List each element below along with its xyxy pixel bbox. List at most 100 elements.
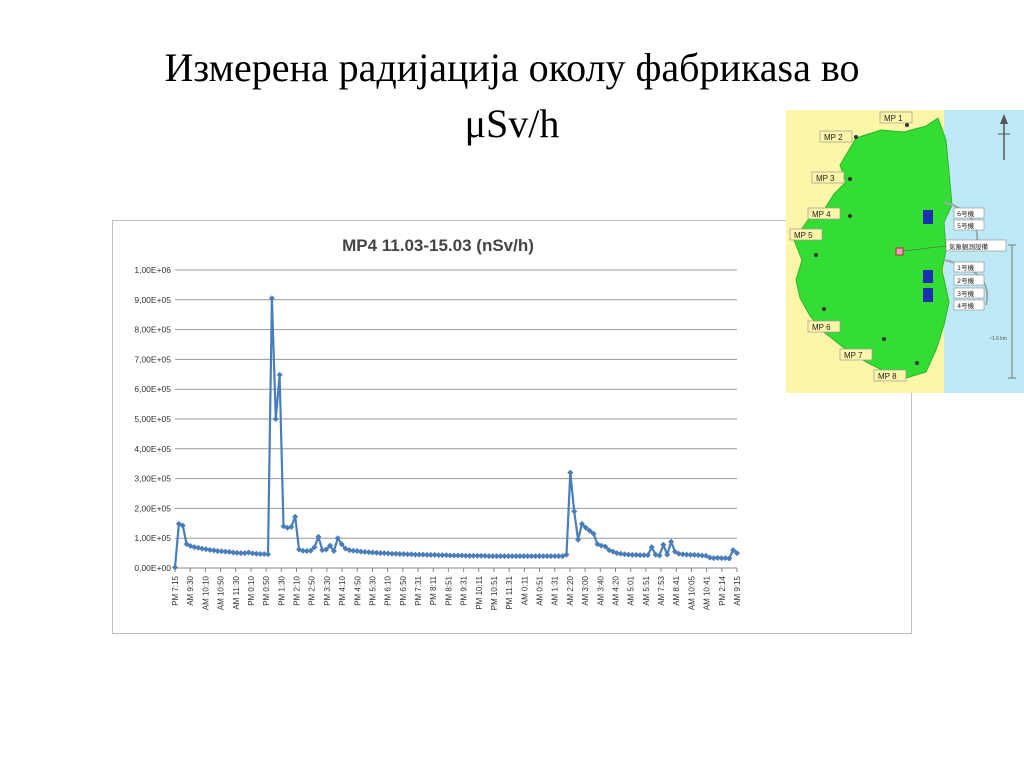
x-tick-label: PM 6:50 (399, 575, 408, 605)
y-axis-ticks: 0,00E+00 1,00E+05 2,00E+05 3,00E+05 4,00E+05… (134, 265, 171, 573)
mp7-label: MP 7 (844, 351, 863, 360)
data-point (489, 553, 496, 560)
data-point (524, 553, 531, 560)
data-point (249, 550, 256, 557)
data-point (226, 548, 233, 555)
unit-5-label: 5号機 (957, 221, 975, 230)
y-tick-label: 9,00E+05 (134, 295, 171, 305)
data-point (625, 551, 632, 558)
x-tick-label: PM 7:31 (414, 575, 423, 605)
x-tick-label: PM 2:14 (718, 575, 727, 605)
data-point (505, 553, 512, 560)
unit-4-label-box: 4号機 (953, 299, 985, 311)
data-point (679, 551, 686, 558)
data-point (644, 552, 651, 559)
data-point (509, 553, 516, 560)
data-point (358, 548, 365, 555)
station-label-box: 気象観測設備 (945, 239, 1007, 252)
data-point (730, 547, 737, 554)
data-point (276, 371, 283, 378)
data-point (443, 552, 450, 559)
weather-station-label: 気象観測設備 (949, 242, 989, 251)
x-tick-label: PM 0:50 (262, 575, 271, 605)
data-point (462, 552, 469, 559)
data-point (451, 552, 458, 559)
data-point (594, 541, 601, 548)
chart-title: MP4 11.03-15.03 (nSv/h) (342, 236, 534, 255)
data-point (191, 544, 198, 551)
data-point (222, 548, 229, 555)
y-tick-label: 3,00E+05 (134, 474, 171, 484)
mp1-marker: MP 1 (879, 111, 913, 127)
x-tick-label: PM 4:50 (353, 575, 362, 605)
data-point (338, 541, 345, 548)
data-point (513, 553, 520, 560)
x-tick-label: PM 9:31 (460, 575, 469, 605)
weather-station-marker (895, 247, 904, 256)
data-point (544, 553, 551, 560)
data-point (664, 551, 671, 558)
data-point (381, 550, 388, 557)
x-tick-label: AM 0:11 (520, 575, 529, 605)
unit-6-label-box: 6号機 (953, 207, 985, 219)
unit-6-label: 6号機 (957, 209, 975, 218)
x-tick-label: AM 1:31 (551, 575, 560, 605)
slide-title-line-1: Измерена радијација околу фабрикаѕа во (164, 45, 860, 90)
mp8-marker: MP 8 (873, 361, 919, 382)
x-tick-label: AM 9:30 (186, 575, 195, 605)
sea-area (944, 110, 1024, 393)
data-point (555, 553, 562, 560)
unit-3-label-box: 3号機 (953, 287, 985, 299)
data-point (532, 553, 539, 560)
mp4-label: MP 4 (812, 210, 831, 219)
unit-5-label-box: 5号機 (953, 219, 985, 231)
data-point (536, 553, 543, 560)
mp7-marker: MP 7 (839, 337, 886, 361)
data-point (571, 508, 578, 515)
x-tick-label: AM 5:51 (642, 575, 651, 605)
slide-title: Измерена радијација околу фабрикаѕа во μ… (0, 40, 1024, 152)
data-point (245, 549, 252, 556)
data-point (400, 550, 407, 557)
data-point (268, 295, 275, 302)
unit-1-label: 1号機 (957, 263, 975, 272)
x-tick-label: PM 4:10 (338, 575, 347, 605)
x-tick-label: PM 11:31 (505, 575, 514, 609)
data-point (695, 552, 702, 559)
y-tick-label: 5,00E+05 (134, 414, 171, 424)
data-point (714, 554, 721, 561)
scale-label: ~1.6 km (989, 336, 1007, 342)
x-tick-label: PM 7:15 (171, 575, 180, 605)
y-tick-label: 0,00E+00 (134, 563, 171, 573)
mp1-label: MP 1 (884, 114, 903, 123)
mp5-label: MP 5 (794, 231, 813, 240)
data-point (327, 542, 334, 549)
data-point (299, 547, 306, 554)
data-point (563, 551, 570, 558)
unit-4-label: 4号機 (957, 301, 975, 310)
unit-2-label-box: 2号機 (953, 274, 985, 286)
data-point (598, 542, 605, 549)
data-point (241, 550, 248, 557)
scale-bar: ~1.6 km (989, 244, 1016, 379)
data-point (726, 555, 733, 562)
y-tick-label: 7,00E+05 (134, 354, 171, 364)
reactor-blocks (923, 210, 933, 302)
x-tick-label: AM 4:20 (611, 575, 620, 605)
data-point (404, 551, 411, 558)
data-point (330, 548, 337, 555)
unit-1-label-box: 1号機 (953, 261, 985, 273)
mp2-marker: MP 2 (819, 130, 858, 143)
data-point (172, 564, 178, 571)
data-point (718, 555, 725, 562)
data-point (319, 547, 326, 554)
x-tick-label: AM 7:53 (657, 575, 666, 605)
data-point (602, 543, 609, 550)
data-point (617, 550, 624, 557)
data-point (621, 551, 628, 558)
data-point (482, 552, 489, 559)
x-tick-label: PM 1:30 (277, 575, 286, 605)
mp6-label: MP 6 (812, 323, 831, 332)
data-point (578, 520, 585, 527)
mp5-marker: MP 5 (789, 228, 823, 257)
